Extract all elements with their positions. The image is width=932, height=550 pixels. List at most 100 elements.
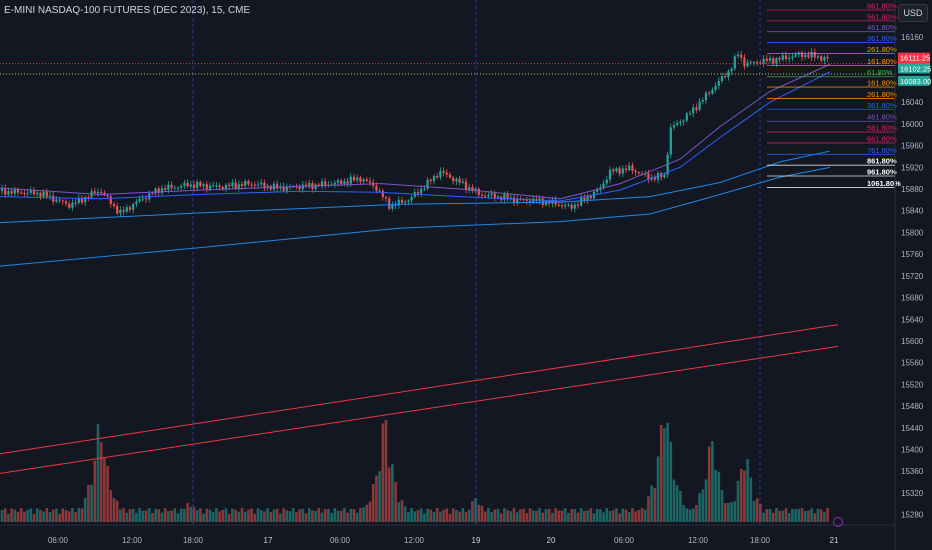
x-axis-tick-label: 12:00 [404, 536, 425, 545]
candle-body [205, 184, 208, 190]
volume-bar [106, 465, 109, 522]
volume-bar [717, 471, 721, 522]
volume-bar [800, 508, 804, 522]
volume-bar [525, 513, 529, 522]
volume-bar [381, 423, 385, 522]
candle-body [429, 179, 432, 182]
volume-bar [467, 509, 471, 522]
volume-bar [301, 508, 305, 522]
volume-bar [490, 512, 493, 522]
volume-bar [503, 508, 506, 522]
volume-bar [282, 508, 285, 522]
volume-bar [80, 508, 84, 522]
candle-body [701, 100, 704, 102]
volume-bar [813, 513, 817, 522]
volume-bar [589, 508, 593, 522]
volume-bar [135, 512, 138, 522]
candle-body [343, 181, 346, 184]
x-axis-tick-label: 12:00 [688, 536, 709, 545]
candle-body [48, 195, 52, 197]
candle-body [250, 184, 253, 186]
candle-body [820, 56, 823, 61]
volume-bar [269, 512, 273, 522]
candle-body [455, 178, 458, 182]
volume-bar [506, 510, 509, 522]
volume-bar [816, 508, 820, 522]
candle-body [301, 184, 304, 190]
candle-body [10, 191, 13, 194]
volume-bar [298, 509, 301, 522]
volume-bar [807, 510, 810, 522]
volume-bar [327, 508, 330, 522]
volume-bar [439, 511, 442, 522]
volume-bar [320, 512, 324, 522]
candle-body [672, 125, 676, 128]
candle-body [42, 191, 45, 197]
volume-bar [823, 512, 826, 522]
volume-bar [547, 508, 551, 522]
y-axis-tick-label: 15320 [901, 489, 924, 498]
y-axis-tick-label: 15840 [901, 207, 924, 216]
volume-bar [355, 512, 359, 522]
volume-bar [528, 508, 532, 522]
volume-bar [762, 512, 765, 522]
volume-bar [208, 509, 212, 522]
volume-bar [192, 506, 196, 522]
volume-bar [263, 511, 266, 522]
candle-body [253, 184, 256, 186]
volume-bar [253, 513, 257, 522]
volume-bar [471, 501, 474, 522]
candle-body [669, 127, 672, 155]
volume-bar [202, 513, 205, 522]
volume-bar [266, 508, 269, 522]
candle-body [682, 120, 685, 122]
volume-bar [509, 511, 513, 522]
candle-body [490, 193, 493, 196]
volume-bar [634, 511, 637, 522]
candle-body [391, 204, 394, 209]
candle-body [720, 76, 724, 82]
fib-level-label: 661.80% [867, 2, 897, 11]
candle-body [151, 193, 154, 195]
candle-body [544, 200, 548, 206]
candle-body [768, 58, 772, 61]
fib-level-label: 361.80% [867, 101, 897, 110]
volume-bar [679, 491, 682, 522]
candle-body [212, 185, 215, 187]
candle-body [23, 193, 26, 195]
candle-body [404, 201, 407, 203]
volume-bar [749, 477, 753, 522]
candle-body [237, 184, 240, 189]
price-badge [898, 75, 930, 86]
currency-button[interactable]: USD [898, 4, 928, 22]
candle-body [512, 197, 516, 203]
candle-body [84, 197, 87, 203]
moving-average-line [0, 63, 831, 200]
volume-bar [707, 446, 711, 522]
price-badge-label: 16111.25 [900, 54, 930, 63]
event-marker-icon [833, 517, 843, 527]
candle-body [7, 191, 10, 195]
candle-body [45, 191, 48, 197]
volume-bar [746, 458, 749, 522]
x-axis-tick-label: 06:00 [330, 536, 351, 545]
candle-body [4, 188, 7, 195]
candle-body [676, 122, 679, 126]
y-axis-tick-label: 15720 [901, 272, 924, 281]
y-axis-tick-label: 16000 [901, 120, 924, 129]
candle-body [461, 181, 464, 183]
volume-bar [637, 509, 641, 522]
candle-body [87, 197, 90, 199]
candle-body [135, 201, 138, 205]
volume-bar [743, 470, 746, 522]
volume-bar [755, 498, 759, 522]
volume-bar [234, 509, 237, 522]
candle-body [58, 199, 61, 201]
candle-body [304, 184, 308, 187]
candle-body [714, 85, 717, 90]
volume-bar [432, 511, 436, 522]
fib-level-label: 461.80% [867, 113, 897, 122]
volume-bar [19, 508, 23, 522]
